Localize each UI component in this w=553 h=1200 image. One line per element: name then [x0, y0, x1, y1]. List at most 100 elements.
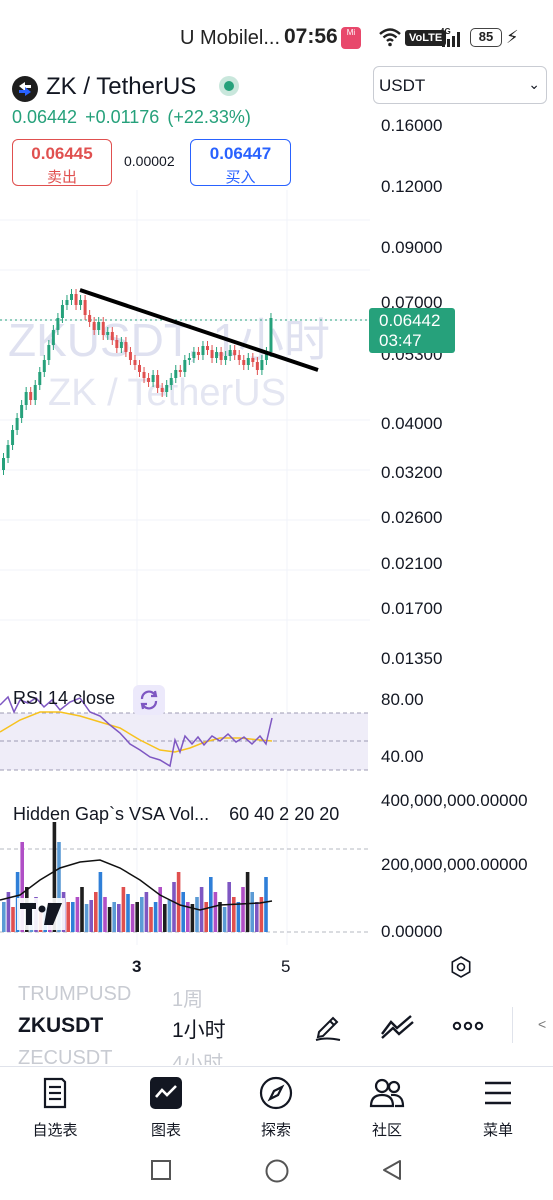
sell-price: 0.06445: [31, 144, 93, 163]
candles: [2, 289, 273, 475]
volume-bar: [195, 897, 199, 932]
pencil-icon[interactable]: [312, 1010, 344, 1042]
candle: [97, 322, 101, 330]
rsi-axis-40: 40.00: [381, 747, 424, 766]
volume-bar: [107, 907, 112, 932]
interval-picker-next[interactable]: 4小时: [172, 1053, 224, 1065]
trendline[interactable]: [79, 288, 319, 372]
more-icon[interactable]: [452, 1016, 484, 1036]
candle: [246, 358, 250, 365]
chevron-down-icon: ⌄: [528, 76, 540, 92]
candle: [6, 445, 10, 458]
watchlist-icon: [43, 1077, 67, 1109]
volume-bar: [66, 902, 70, 932]
symbol-picker-next[interactable]: ZECUSDT: [18, 1047, 113, 1065]
candle: [88, 315, 92, 322]
nav-menu[interactable]: 菜单: [458, 1075, 538, 1140]
interval-picker[interactable]: 1小时: [172, 1019, 226, 1042]
candle: [29, 392, 33, 400]
market-open-indicator[interactable]: [219, 76, 239, 96]
candle: [255, 362, 259, 370]
system-nav-bar: [0, 1147, 553, 1200]
carrier-name: U Mobilel...: [180, 27, 281, 49]
chevron-left-icon[interactable]: <: [538, 1016, 547, 1032]
candle: [138, 365, 141, 372]
rsi-indicator-label[interactable]: RSI 14 close: [13, 688, 116, 708]
price-change-pct: (+22.33%): [167, 107, 251, 127]
price-change-line: 0.06442 +0.01176 (+22.33%): [12, 107, 259, 128]
price-axis-label: 0.02100: [381, 554, 443, 573]
mi-badge-icon: Mi: [341, 27, 361, 49]
candle: [260, 360, 264, 370]
battery-icon: 85: [470, 28, 502, 47]
volume-bar: [222, 907, 227, 932]
nav-label: 探索: [260, 1122, 291, 1139]
candle: [79, 300, 83, 305]
currency-select[interactable]: USDT ⌄: [373, 66, 547, 104]
volume-bar: [250, 892, 254, 932]
volume-bar: [213, 892, 218, 932]
volume-bar: [163, 904, 167, 932]
candle: [151, 375, 155, 382]
price-axis-label: 0.04000: [381, 414, 443, 433]
nav-chart[interactable]: 图表: [126, 1075, 206, 1140]
candle: [60, 305, 64, 318]
candle: [269, 318, 273, 352]
volume-bar: [103, 897, 107, 932]
candle: [24, 392, 28, 405]
nav-watchlist[interactable]: 自选表: [15, 1075, 95, 1140]
volume-bar: [57, 842, 61, 932]
volume-bar: [255, 902, 259, 932]
symbol-toolbar: TRUMPUSD 1周 ZKUSDT 1小时 ZECUSDT 4小时 <: [0, 985, 553, 1065]
candle: [165, 385, 169, 392]
candle: [92, 322, 96, 330]
volume-bar: [181, 892, 185, 932]
candle: [133, 360, 137, 365]
recent-apps-button[interactable]: [150, 1159, 172, 1181]
price-chart[interactable]: ZKUSDT, 1小时 ZK / TetherUS: [0, 190, 553, 950]
nav-explore[interactable]: 探索: [236, 1075, 316, 1140]
symbol-title[interactable]: ZK / TetherUS: [46, 73, 197, 100]
buy-button[interactable]: 0.06447 买入: [190, 139, 291, 186]
candle: [147, 378, 151, 382]
bottom-nav: 自选表 图表 探索 社区: [0, 1067, 553, 1147]
refresh-icon: [140, 690, 158, 710]
candle: [183, 360, 187, 372]
volume-bar: [153, 902, 158, 932]
spread-value: 0.00002: [124, 153, 175, 169]
chart-settings-icon[interactable]: [450, 956, 472, 978]
volume-bar: [144, 892, 149, 932]
price-change: +0.01176: [85, 107, 160, 127]
home-button[interactable]: [264, 1158, 290, 1184]
symbol-picker-prev[interactable]: TRUMPUSD: [18, 985, 132, 1005]
volume-bar: [71, 902, 75, 932]
candle: [33, 385, 37, 400]
vsa-indicator-label[interactable]: Hidden Gap`s VSA Vol... 60 40 2 20 20: [13, 804, 339, 825]
price-axis-label: 0.03200: [381, 463, 443, 482]
interval-picker-prev[interactable]: 1周: [172, 989, 204, 1011]
volume-bar: [218, 902, 222, 932]
volume-bar: [112, 902, 116, 932]
candle: [219, 352, 223, 360]
candle: [47, 345, 51, 360]
candle: [128, 352, 132, 360]
currency-value: USDT: [379, 76, 426, 95]
candle: [215, 352, 219, 358]
sell-button[interactable]: 0.06445 卖出: [12, 139, 112, 186]
indicator-icon[interactable]: [379, 1010, 417, 1042]
volume-bar: [80, 887, 84, 932]
back-button[interactable]: [380, 1158, 404, 1182]
volume-bar: [227, 882, 231, 932]
zk-logo-icon[interactable]: [12, 76, 38, 102]
volume-bar: [209, 877, 213, 932]
symbol-picker[interactable]: ZKUSDT: [18, 1014, 104, 1037]
candle: [242, 360, 246, 365]
candle: [264, 352, 268, 360]
rsi-refresh-button[interactable]: [133, 685, 165, 715]
volume-bar: [140, 897, 144, 932]
volume-bar: [245, 872, 250, 932]
community-icon: [369, 1078, 405, 1108]
nav-community[interactable]: 社区: [347, 1075, 427, 1140]
rsi-line: [0, 695, 273, 768]
volume-bar: [149, 907, 153, 932]
